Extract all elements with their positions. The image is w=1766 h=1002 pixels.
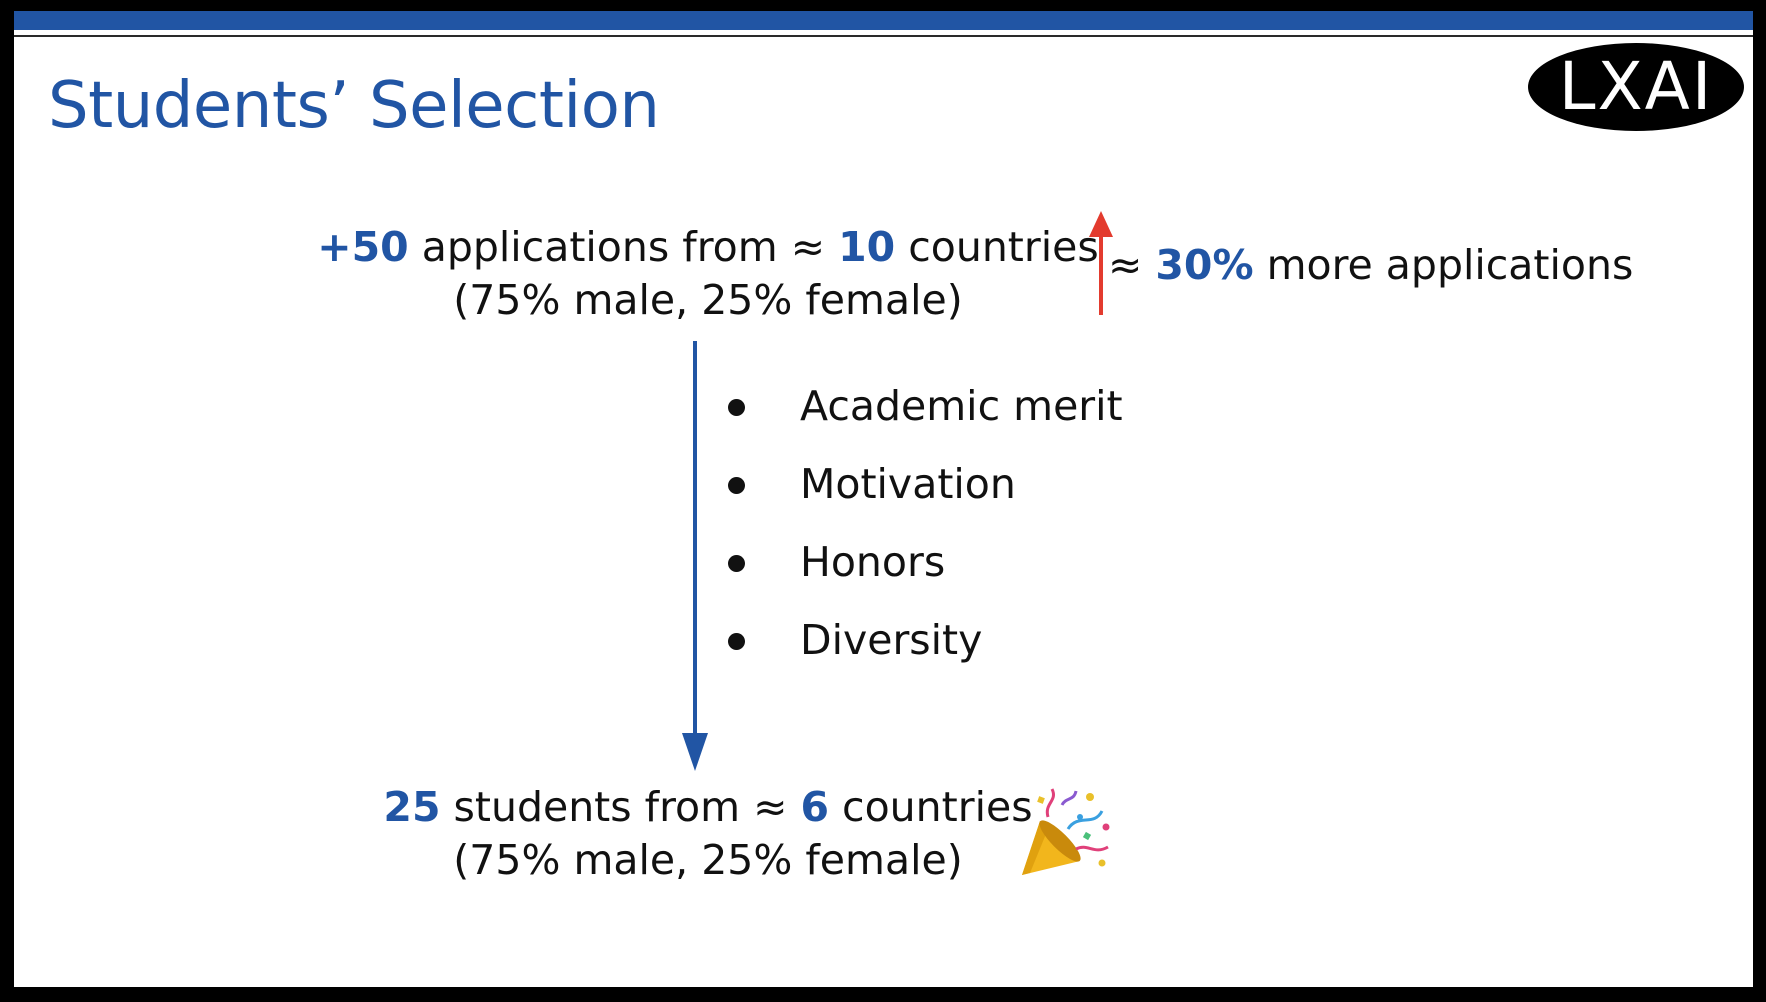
- criterion-label: Honors: [800, 538, 946, 586]
- increase-suffix: more applications: [1253, 241, 1634, 289]
- applications-line: +50 applications from ≈ 10 countries: [258, 223, 1158, 271]
- list-item: Motivation: [714, 459, 1123, 537]
- applications-count: +50: [317, 223, 409, 271]
- criterion-label: Diversity: [800, 616, 983, 664]
- criterion-label: Academic merit: [800, 382, 1123, 430]
- up-arrow-icon: [1089, 211, 1113, 315]
- bullet-icon: [728, 477, 745, 494]
- bullet-icon: [728, 399, 745, 416]
- lxai-logo: LXAI: [1528, 43, 1744, 131]
- selected-count: 25: [383, 783, 441, 831]
- bullet-icon: [728, 633, 745, 650]
- applications-countries-label: countries: [895, 223, 1099, 271]
- list-item: Diversity: [714, 615, 1123, 693]
- selected-text: students from ≈: [440, 783, 801, 831]
- logo-text: LXAI: [1559, 48, 1714, 125]
- header-bar: [14, 11, 1753, 30]
- list-item: Honors: [714, 537, 1123, 615]
- party-popper-icon: [1022, 788, 1110, 875]
- header-divider: [14, 35, 1753, 37]
- increase-line: ≈ 30% more applications: [1108, 241, 1633, 289]
- slide-title: Students’ Selection: [48, 69, 660, 143]
- applications-text: applications from ≈: [408, 223, 839, 271]
- increase-value: 30%: [1155, 241, 1254, 289]
- applications-gender-split: (75% male, 25% female): [453, 276, 963, 324]
- down-arrow-icon: [682, 341, 708, 771]
- list-item: Academic merit: [714, 381, 1123, 459]
- increase-prefix: ≈: [1108, 241, 1156, 289]
- applications-countries: 10: [838, 223, 896, 271]
- criterion-label: Motivation: [800, 460, 1016, 508]
- selected-countries: 6: [800, 783, 830, 831]
- selected-line: 25 students from ≈ 6 countries: [258, 783, 1158, 831]
- bullet-icon: [728, 555, 745, 572]
- slide: Students’ Selection LXAI +50 application…: [14, 11, 1753, 987]
- selection-criteria-list: Academic merit Motivation Honors Diversi…: [714, 381, 1123, 693]
- selected-countries-label: countries: [829, 783, 1033, 831]
- selected-gender-split: (75% male, 25% female): [453, 836, 963, 884]
